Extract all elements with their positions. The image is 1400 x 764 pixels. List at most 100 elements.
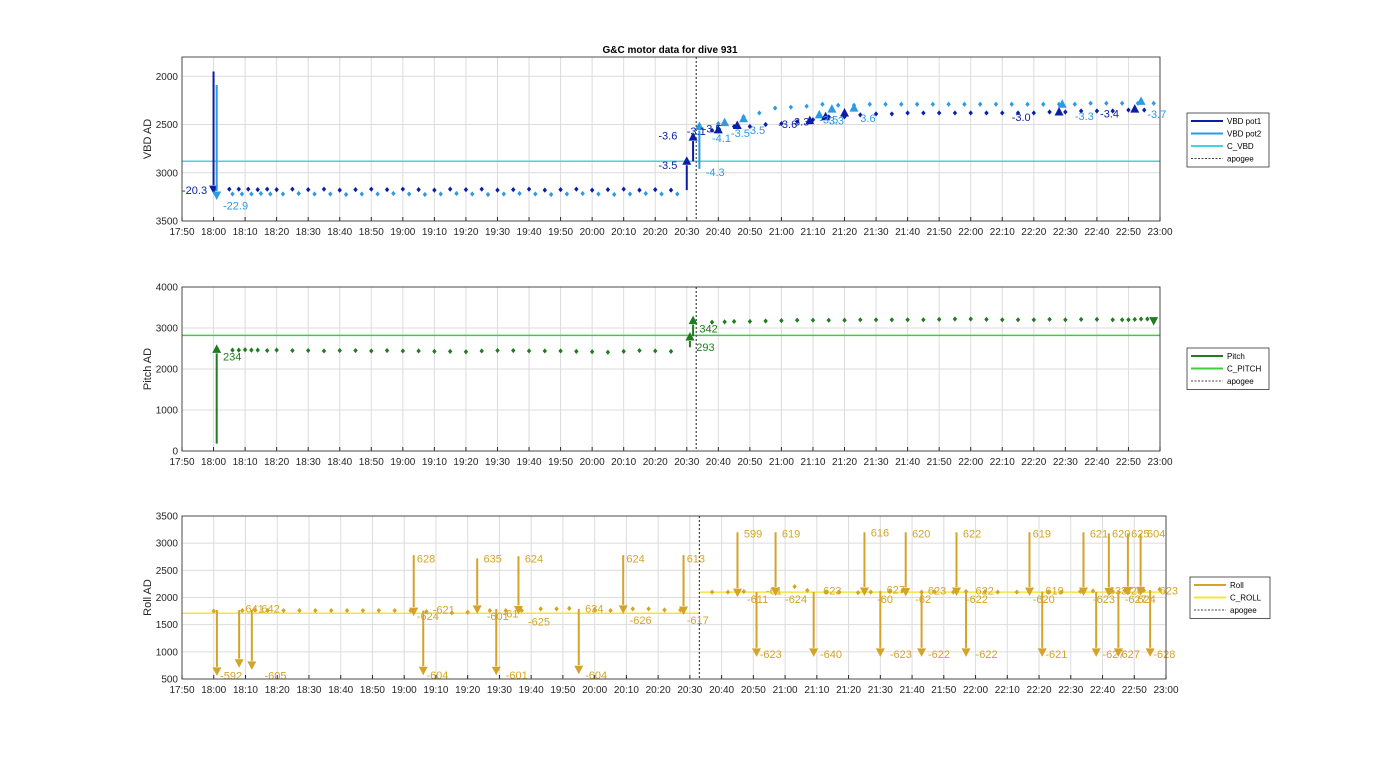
x-tick-label: 20:30 — [677, 685, 702, 696]
x-tick-label: 21:50 — [931, 685, 956, 696]
x-tick-label: 23:00 — [1147, 457, 1172, 468]
data-point — [239, 191, 245, 197]
x-tick-label: 21:30 — [868, 685, 893, 696]
move-arrowhead — [1025, 587, 1035, 596]
move-marker — [739, 113, 749, 123]
legend-entry: C_PITCH — [1227, 365, 1261, 374]
annotation-label: -621 — [1045, 649, 1067, 661]
annotation-label: 604 — [1147, 528, 1165, 540]
annotation-label: 633 — [1109, 585, 1127, 597]
move-arrowhead — [952, 587, 962, 596]
move-marker — [827, 104, 837, 113]
annotation-label: 627 — [887, 584, 905, 596]
y-tick-label: 1000 — [156, 406, 179, 417]
x-tick-label: 19:50 — [548, 227, 573, 238]
x-tick-label: 20:00 — [582, 685, 607, 696]
data-point — [526, 186, 532, 192]
x-tick-label: 19:00 — [390, 227, 415, 238]
data-point — [580, 190, 585, 197]
legend-entry: Roll — [1230, 581, 1244, 590]
data-point — [982, 588, 988, 595]
move-marker — [814, 109, 824, 119]
data-point — [503, 607, 508, 614]
data-point — [668, 348, 674, 354]
data-point — [1119, 100, 1125, 106]
data-point — [337, 187, 342, 193]
x-tick-label: 21:40 — [895, 227, 920, 238]
data-point — [977, 101, 983, 107]
annotation-label: 635 — [484, 553, 502, 565]
data-point — [621, 348, 626, 354]
data-point — [391, 190, 396, 197]
data-point — [447, 348, 453, 354]
x-tick-label: 20:10 — [614, 685, 639, 696]
data-point — [211, 608, 216, 614]
annotation-label: -22.9 — [223, 201, 248, 213]
data-point — [820, 101, 825, 107]
move-arrowhead — [732, 588, 742, 598]
data-point — [1078, 108, 1084, 114]
data-point — [501, 191, 506, 197]
data-point — [662, 607, 667, 613]
data-point — [873, 317, 879, 323]
annotation-label: 623 — [823, 585, 841, 597]
data-point — [589, 187, 595, 193]
y-tick-label: 0 — [172, 447, 178, 458]
annotation-label: -623 — [1093, 594, 1115, 606]
data-point — [542, 187, 548, 193]
x-tick-label: 22:10 — [990, 457, 1015, 468]
data-point — [968, 316, 973, 322]
x-tick-label: 19:30 — [485, 457, 510, 468]
annotation-label: -20.3 — [182, 185, 207, 197]
data-point — [1104, 100, 1109, 106]
data-point — [369, 186, 374, 192]
x-tick-label: 19:20 — [453, 457, 478, 468]
data-point — [236, 347, 241, 353]
data-point — [353, 347, 358, 354]
x-tick-label: 19:10 — [423, 685, 448, 696]
data-point — [400, 186, 406, 192]
data-point — [463, 187, 469, 193]
x-tick-label: 18:50 — [359, 457, 384, 468]
data-point — [375, 191, 380, 197]
x-tick-label: 20:50 — [737, 457, 762, 468]
data-point — [297, 607, 302, 614]
move-marker — [840, 107, 850, 117]
x-tick-label: 18:10 — [233, 457, 258, 468]
annotation-label: -623 — [890, 649, 912, 661]
data-point — [305, 347, 311, 354]
data-point — [554, 606, 559, 612]
data-point — [264, 186, 270, 192]
y-tick-label: 1000 — [156, 647, 179, 658]
x-tick-label: 20:00 — [580, 457, 605, 468]
x-tick-label: 21:00 — [773, 685, 798, 696]
annotation-label: 642 — [261, 603, 279, 615]
annotation-label: -3.3 — [1075, 111, 1094, 123]
y-tick-label: 2000 — [156, 593, 179, 604]
move-arrowhead — [1113, 648, 1123, 657]
data-point — [1157, 586, 1162, 592]
data-point — [236, 186, 241, 192]
data-point — [447, 186, 453, 192]
move-arrowhead — [618, 605, 628, 614]
data-point — [274, 347, 279, 353]
data-point — [242, 347, 248, 353]
annotation-label: -622 — [928, 649, 950, 661]
annotation-label: 599 — [744, 528, 762, 540]
data-point — [1015, 317, 1021, 323]
data-point — [246, 186, 251, 192]
x-tick-label: 21:20 — [832, 457, 857, 468]
x-tick-label: 22:50 — [1116, 227, 1141, 238]
data-point — [659, 191, 664, 197]
x-tick-label: 20:10 — [611, 227, 636, 238]
x-tick-label: 21:20 — [832, 227, 857, 238]
data-point — [255, 347, 260, 353]
data-point — [328, 191, 333, 197]
data-point — [343, 191, 349, 198]
move-arrowhead — [682, 156, 692, 165]
data-point — [1094, 316, 1100, 322]
annotation-label: 619 — [1045, 585, 1063, 597]
legend-entry: apogee — [1227, 377, 1254, 386]
data-point — [1063, 317, 1068, 323]
annotation-label: 623 — [1160, 585, 1178, 597]
